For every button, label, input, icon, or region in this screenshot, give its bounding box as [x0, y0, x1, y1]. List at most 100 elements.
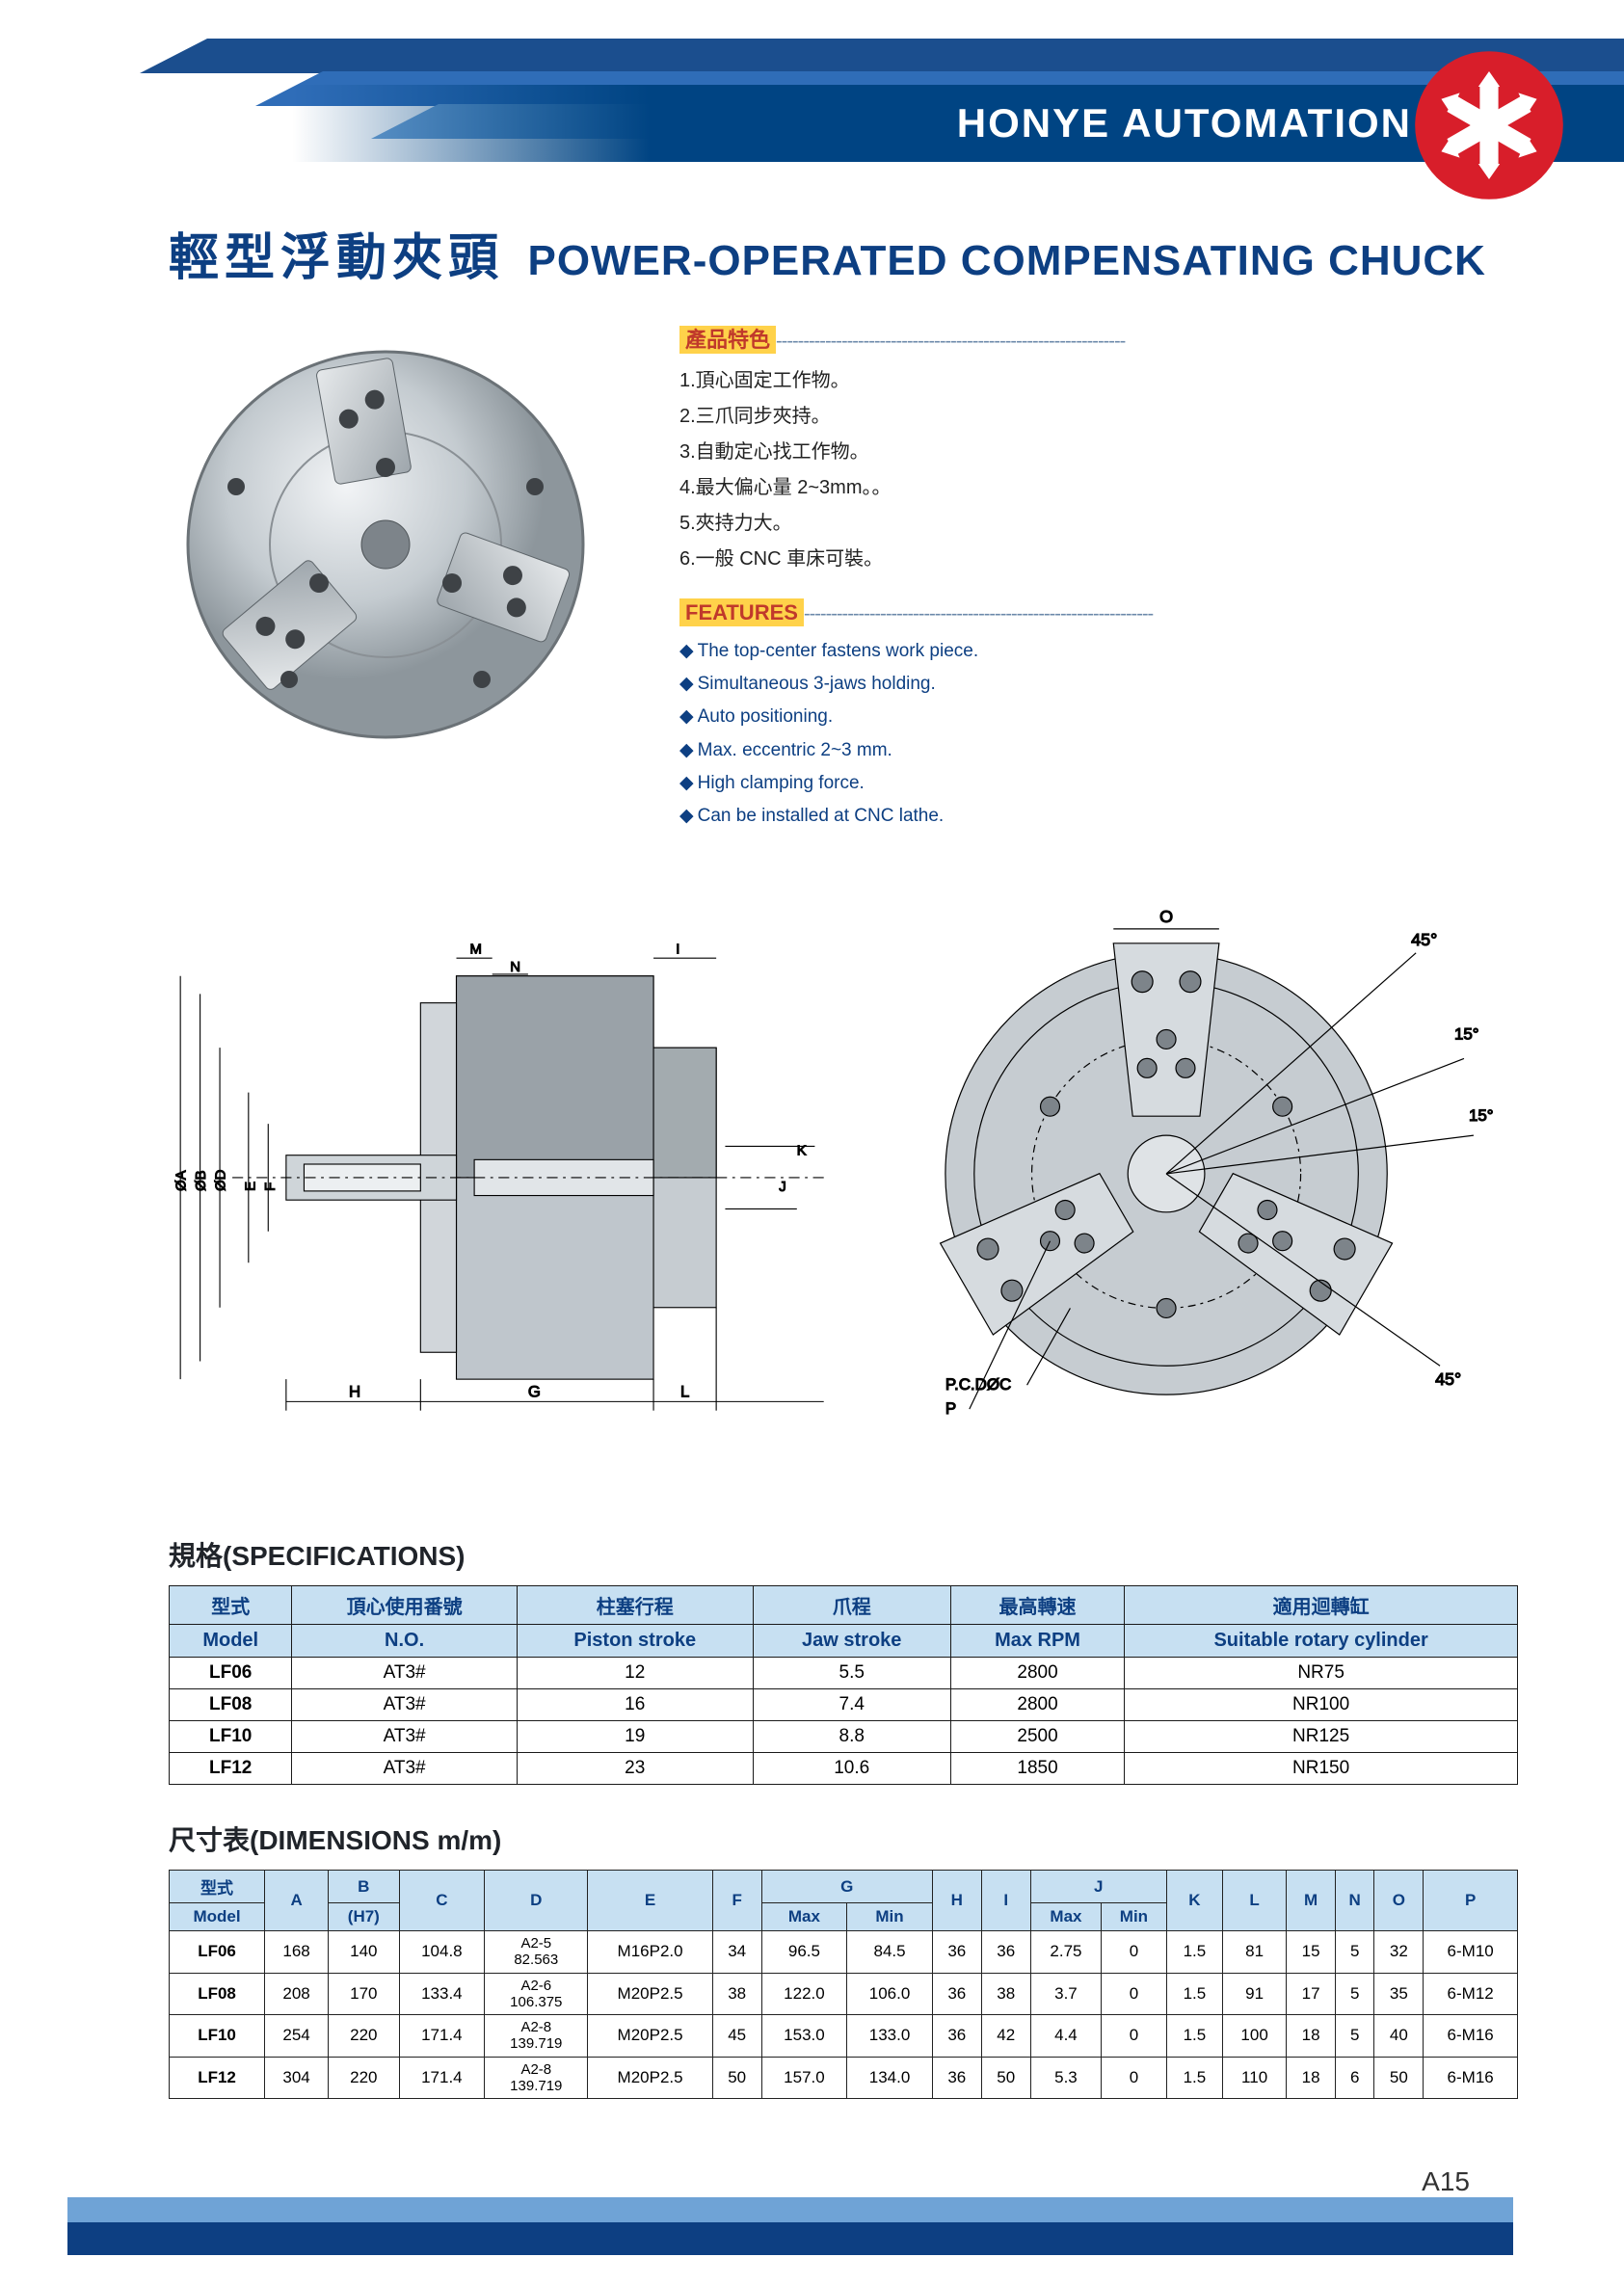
feature-en-item: ◆High clamping force. [679, 767, 1518, 800]
cell-rpm: 1850 [950, 1753, 1124, 1785]
feature-cn-item: 2.三爪同步夾持。 [679, 399, 1518, 435]
cell-piston: 12 [517, 1658, 753, 1689]
d-Gmin: 84.5 [847, 1931, 933, 1974]
d-A: 168 [265, 1931, 329, 1974]
col-model-en: Model [170, 1625, 292, 1658]
d-L: 81 [1223, 1931, 1287, 1974]
brand-name: HONYE AUTOMATION [957, 100, 1412, 146]
d-Gmax: 157.0 [761, 2057, 847, 2099]
svg-text:I: I [676, 943, 679, 958]
cell-no: AT3# [292, 1721, 517, 1753]
d-N: 6 [1336, 2057, 1374, 2099]
dh-N: N [1336, 1871, 1374, 1931]
feature-en-item: ◆The top-center fastens work piece. [679, 635, 1518, 668]
d-A: 304 [265, 2057, 329, 2099]
d-H: 36 [932, 1931, 981, 1974]
page-title: 輕型浮動夾頭 POWER-OPERATED COMPENSATING CHUCK [169, 217, 1518, 289]
svg-text:ØA: ØA [174, 1170, 190, 1191]
d-I: 50 [981, 2057, 1030, 2099]
d-M: 18 [1287, 2015, 1336, 2058]
feature-en-item: ◆Max. eccentric 2~3 mm. [679, 734, 1518, 767]
svg-text:G: G [528, 1383, 541, 1401]
dims-header-top: 型式 A B C D E F G H I J K L M N O P [170, 1871, 1518, 1903]
d-Gmin: 106.0 [847, 1973, 933, 2015]
svg-text:P: P [945, 1399, 956, 1418]
cell-jaw: 5.5 [753, 1658, 950, 1689]
col-cyl-en: Suitable rotary cylinder [1125, 1625, 1518, 1658]
col-no-cn: 頂心使用番號 [292, 1586, 517, 1625]
d-Jmin: 0 [1102, 2015, 1166, 2058]
dh-J: J [1030, 1871, 1166, 1903]
feature-cn-item: 4.最大偏心量 2~3mm。。 [679, 470, 1518, 506]
d-M: 17 [1287, 1973, 1336, 2015]
d-M: 18 [1287, 2057, 1336, 2099]
brand-logo-icon [1412, 48, 1566, 202]
svg-text:M: M [469, 943, 481, 958]
features-cn-badge: 產品特色 [679, 326, 776, 354]
diagram-front-view: 45° 15° 15° 45° O P.C.DØC P [853, 894, 1518, 1434]
cell-model: LF12 [170, 1753, 292, 1785]
cell-piston: 19 [517, 1721, 753, 1753]
cell-rpm: 2800 [950, 1658, 1124, 1689]
d-N: 5 [1336, 2015, 1374, 2058]
d-B: 170 [329, 1973, 399, 2015]
title-chinese: 輕型浮動夾頭 [169, 230, 504, 286]
d-P: 6-M16 [1424, 2015, 1518, 2058]
dh-G: G [761, 1871, 932, 1903]
d-L: 91 [1223, 1973, 1287, 2015]
cell-model: LF06 [170, 1658, 292, 1689]
product-row: 產品特色------------------------------------… [169, 323, 1518, 856]
d-Gmin: 134.0 [847, 2057, 933, 2099]
cell-jaw: 10.6 [753, 1753, 950, 1785]
dims-title: 尺寸表(DIMENSIONS m/m) [169, 1819, 1518, 1858]
dh-model-en: Model [170, 1903, 265, 1931]
d-B: 220 [329, 2057, 399, 2099]
d-E: M20P2.5 [588, 2015, 712, 2058]
svg-text:15°: 15° [1469, 1106, 1494, 1125]
col-jaw-en: Jaw stroke [753, 1625, 950, 1658]
d-K: 1.5 [1166, 1931, 1222, 1974]
svg-text:J: J [779, 1180, 785, 1195]
svg-text:ØD: ØD [214, 1169, 229, 1191]
d-K: 1.5 [1166, 2015, 1222, 2058]
d-I: 36 [981, 1931, 1030, 1974]
feature-en-item: ◆Auto positioning. [679, 701, 1518, 733]
cell-rpm: 2800 [950, 1689, 1124, 1721]
d-Gmin: 133.0 [847, 2015, 933, 2058]
d-O: 40 [1374, 2015, 1424, 2058]
dh-P: P [1424, 1871, 1518, 1931]
dh-Gmin: Min [847, 1903, 933, 1931]
dims-row: LF12304220171.4A2-8139.719M20P2.5 50 157.0… [170, 2057, 1518, 2099]
col-jaw-cn: 爪程 [753, 1586, 950, 1625]
dh-F: F [712, 1871, 761, 1931]
d-N: 5 [1336, 1931, 1374, 1974]
features-cn-list: 1.頂心固定工作物。2.三爪同步夾持。3.自動定心找工作物。4.最大偏心量 2~… [679, 363, 1518, 577]
features-column: 產品特色------------------------------------… [679, 323, 1518, 856]
svg-text:F: F [263, 1182, 279, 1191]
diagram-side-view: ØA ØB ØD E F [169, 894, 834, 1434]
d-model: LF12 [170, 2057, 265, 2099]
d-Jmax: 5.3 [1030, 2057, 1102, 2099]
d-O: 50 [1374, 2057, 1424, 2099]
cell-model: LF10 [170, 1721, 292, 1753]
dh-A: A [265, 1871, 329, 1931]
d-B: 220 [329, 2015, 399, 2058]
features-cn-header: 產品特色------------------------------------… [679, 323, 1518, 354]
d-D: A2-8139.719 [485, 2057, 588, 2099]
d-Jmax: 4.4 [1030, 2015, 1102, 2058]
content-area: 輕型浮動夾頭 POWER-OPERATED COMPENSATING CHUCK [169, 217, 1518, 2099]
dh-B: B [329, 1871, 399, 1903]
feature-cn-item: 3.自動定心找工作物。 [679, 435, 1518, 470]
dh-I: I [981, 1871, 1030, 1931]
d-C: 171.4 [399, 2057, 485, 2099]
dh-M: M [1287, 1871, 1336, 1931]
d-D: A2-582.563 [485, 1931, 588, 1974]
feature-en-item: ◆Can be installed at CNC lathe. [679, 800, 1518, 833]
d-K: 1.5 [1166, 1973, 1222, 2015]
cell-cyl: NR100 [1125, 1689, 1518, 1721]
page-number: A15 [1422, 2166, 1470, 2197]
dh-model-cn: 型式 [170, 1871, 265, 1903]
d-A: 254 [265, 2015, 329, 2058]
title-english: POWER-OPERATED COMPENSATING CHUCK [527, 237, 1486, 284]
d-E: M20P2.5 [588, 2057, 712, 2099]
